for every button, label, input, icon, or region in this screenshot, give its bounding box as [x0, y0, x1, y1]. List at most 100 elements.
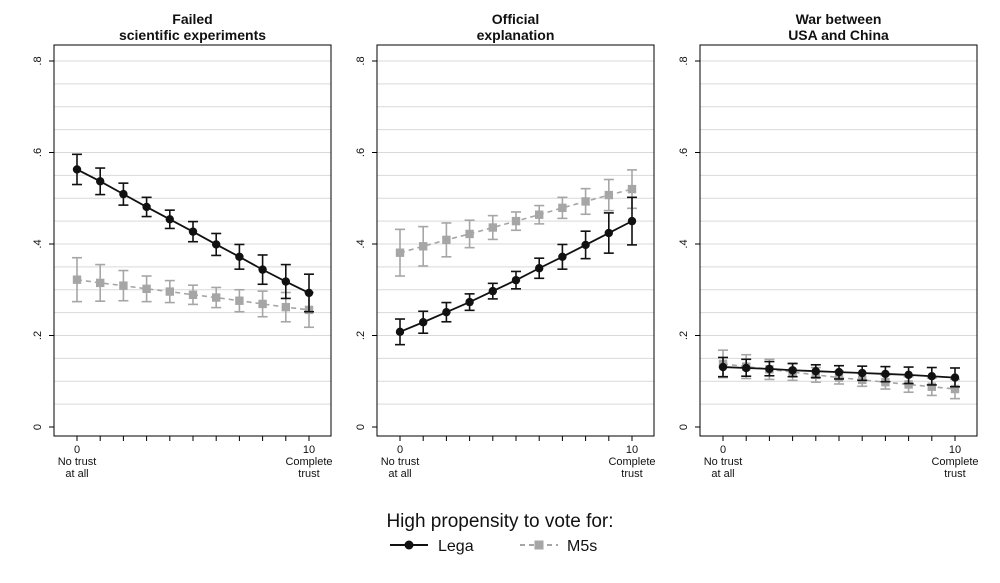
data-point	[442, 307, 451, 317]
data-point	[742, 363, 751, 373]
legend-item-lega: Lega	[390, 538, 474, 555]
data-point	[488, 223, 497, 232]
data-point	[72, 275, 82, 284]
data-point	[581, 197, 590, 206]
panel-title: War between USA and China	[788, 11, 889, 43]
y-tick-label: .4	[32, 239, 44, 248]
data-point	[442, 235, 451, 245]
x-tick-label: 10 Complete trust	[931, 444, 978, 480]
data-point	[858, 368, 867, 378]
y-tick-label: 0	[355, 424, 367, 430]
data-point	[419, 242, 428, 251]
data-point	[465, 297, 474, 307]
data-point	[558, 252, 567, 262]
y-tick-label: .2	[678, 331, 690, 340]
series-m5s	[395, 169, 637, 277]
y-tick-label: .6	[355, 148, 367, 157]
data-point	[627, 216, 637, 226]
data-point	[72, 165, 82, 174]
data-point	[304, 288, 314, 298]
data-point	[511, 275, 521, 285]
series-lega	[718, 356, 960, 388]
series-m5s	[72, 256, 314, 329]
data-point	[212, 293, 221, 302]
data-point	[235, 296, 244, 305]
chart-panel: Official explanation 0 .2 .4 .6 .8 0 No trust at …	[355, 11, 656, 480]
chart-panels: Failed scientific experiments 0 .2 .4 .6 .8 0 No…	[32, 11, 979, 480]
y-tick-label: 0	[678, 424, 690, 430]
data-point	[465, 229, 474, 239]
data-point	[811, 366, 820, 376]
data-point	[235, 252, 244, 262]
data-point	[950, 373, 960, 382]
data-point	[904, 380, 913, 389]
data-point	[142, 284, 151, 294]
legend-label-lega: Lega	[438, 538, 474, 555]
data-point	[119, 189, 128, 199]
data-point	[627, 184, 637, 194]
y-tick-label: .6	[678, 148, 690, 157]
y-tick-label: .4	[678, 239, 690, 248]
data-point	[212, 240, 221, 249]
panel-title: Failed scientific experiments	[119, 11, 266, 43]
data-point	[950, 384, 960, 394]
y-tick-label: .8	[32, 56, 44, 65]
x-tick-label: 0 No trust at all	[58, 444, 97, 480]
chart-panel: War between USA and China 0 .2 .4 .6 .8 0 No tru…	[678, 11, 979, 480]
data-point	[604, 190, 613, 200]
legend-item-m5s: M5s	[520, 538, 597, 555]
legend: High propensity to vote for: Lega M5s	[386, 511, 613, 555]
y-tick-label: .8	[678, 56, 690, 65]
data-point	[281, 277, 290, 286]
data-point	[258, 265, 267, 274]
legend-title: High propensity to vote for:	[386, 511, 613, 532]
y-tick-label: .2	[32, 331, 44, 340]
x-tick-label: 0 No trust at all	[704, 444, 743, 480]
data-point	[788, 366, 797, 375]
data-point	[834, 367, 844, 377]
data-point	[119, 281, 128, 290]
data-point	[765, 364, 774, 374]
data-point	[927, 372, 936, 381]
data-point	[165, 215, 174, 224]
plot-frame	[376, 44, 655, 437]
data-point	[188, 290, 198, 299]
data-point	[718, 362, 728, 372]
y-tick-label: .8	[355, 56, 367, 65]
series-lega	[72, 153, 314, 313]
y-tick-label: 0	[32, 424, 44, 430]
y-tick-label: .4	[355, 239, 367, 248]
data-point	[395, 327, 405, 337]
legend-marker-m5s	[534, 540, 544, 550]
data-point	[96, 177, 105, 186]
data-point	[581, 240, 590, 250]
y-tick-label: .6	[32, 148, 44, 157]
data-point	[881, 369, 890, 379]
data-point	[96, 278, 105, 288]
data-point	[904, 370, 913, 380]
data-point	[488, 286, 497, 296]
data-point	[535, 264, 544, 273]
data-point	[535, 210, 544, 219]
data-point	[281, 302, 290, 312]
data-point	[188, 227, 198, 236]
x-tick-label: 10 Complete trust	[608, 444, 655, 480]
data-point	[142, 202, 151, 212]
data-point	[258, 299, 267, 309]
legend-label-m5s: M5s	[567, 538, 597, 555]
panel-title: Official explanation	[477, 11, 555, 43]
data-point	[927, 382, 936, 391]
series-lega	[395, 196, 637, 346]
legend-marker-lega	[404, 540, 414, 550]
series-line	[76, 278, 310, 311]
x-tick-label: 0 No trust at all	[381, 444, 420, 480]
data-point	[419, 318, 428, 327]
data-point	[395, 248, 405, 257]
data-point	[604, 228, 613, 238]
data-point	[165, 287, 174, 296]
data-point	[511, 216, 521, 226]
y-tick-label: .2	[355, 331, 367, 340]
x-tick-label: 10 Complete trust	[285, 444, 332, 480]
chart-panel: Failed scientific experiments 0 .2 .4 .6 .8 0 No…	[32, 11, 333, 480]
